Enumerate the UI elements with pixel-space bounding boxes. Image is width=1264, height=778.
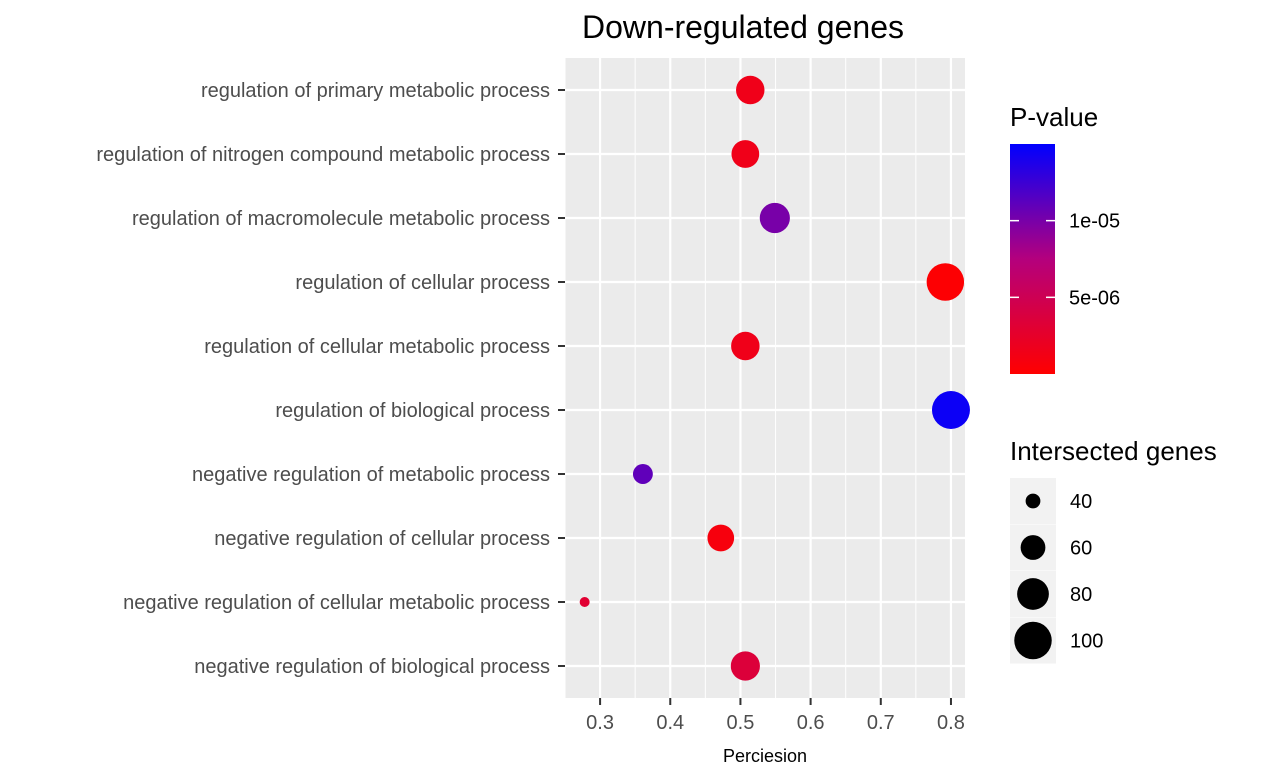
y-tick-label: regulation of biological process xyxy=(275,400,550,422)
x-tick-label: 0.3 xyxy=(586,712,614,734)
y-tick-label: regulation of primary metabolic process xyxy=(201,80,550,102)
color-legend-title: P-value xyxy=(1010,102,1098,132)
data-point xyxy=(707,524,735,552)
size-legend-dot xyxy=(1020,535,1046,560)
color-legend-bar xyxy=(1010,144,1055,374)
x-tick-label: 0.5 xyxy=(727,712,755,734)
data-points xyxy=(579,75,970,681)
y-tick-label: negative regulation of metabolic process xyxy=(192,464,550,486)
size-legend-label: 60 xyxy=(1070,538,1092,560)
x-tick-label: 0.4 xyxy=(656,712,684,734)
y-tick-label: regulation of macromolecule metabolic pr… xyxy=(132,208,550,230)
y-tick-label: negative regulation of cellular process xyxy=(214,528,550,550)
data-point xyxy=(731,331,760,361)
data-point xyxy=(632,464,653,484)
data-point xyxy=(926,263,965,301)
size-legend-label: 80 xyxy=(1070,584,1092,606)
data-point xyxy=(931,391,970,429)
size-legend-items: 40 60 80 100 xyxy=(1010,478,1103,664)
x-axis-title: Perciesion xyxy=(723,746,807,766)
x-tick-label: 0.8 xyxy=(937,712,965,734)
data-point xyxy=(579,597,590,607)
size-legend-dot xyxy=(1014,621,1052,660)
color-legend-label: 5e-06 xyxy=(1069,287,1120,309)
color-legend: P-value 1e-05 5e-06 xyxy=(1010,102,1120,374)
plot-panel xyxy=(565,58,965,698)
size-legend-label: 100 xyxy=(1070,631,1103,653)
y-tick-label: regulation of nitrogen compound metaboli… xyxy=(96,144,550,166)
size-legend-label: 40 xyxy=(1070,491,1092,513)
data-point xyxy=(759,202,790,234)
chart-title: Down-regulated genes xyxy=(582,9,904,45)
data-point xyxy=(730,651,760,681)
size-legend: Intersected genes 40 60 80 100 xyxy=(1010,436,1217,664)
data-point xyxy=(731,140,760,168)
x-tick-label: 0.6 xyxy=(797,712,825,734)
y-tick-label: negative regulation of biological proces… xyxy=(194,656,550,678)
x-tick-label: 0.7 xyxy=(867,712,895,734)
x-axis: 0.3 0.4 0.5 0.6 0.7 0.8 xyxy=(586,698,965,734)
color-legend-ticks: 1e-05 5e-06 xyxy=(1010,211,1120,309)
y-axis: regulation of primary metabolic process r… xyxy=(96,80,565,678)
size-legend-title: Intersected genes xyxy=(1010,436,1217,466)
size-legend-dot xyxy=(1025,493,1041,509)
y-tick-label: regulation of cellular metabolic process xyxy=(204,336,550,358)
minor-gridlines xyxy=(564,58,917,698)
y-tick-label: negative regulation of cellular metaboli… xyxy=(123,592,550,614)
y-tick-label: regulation of cellular process xyxy=(295,272,550,294)
color-legend-label: 1e-05 xyxy=(1069,211,1120,233)
size-legend-dot xyxy=(1017,578,1049,610)
data-point xyxy=(736,75,765,105)
